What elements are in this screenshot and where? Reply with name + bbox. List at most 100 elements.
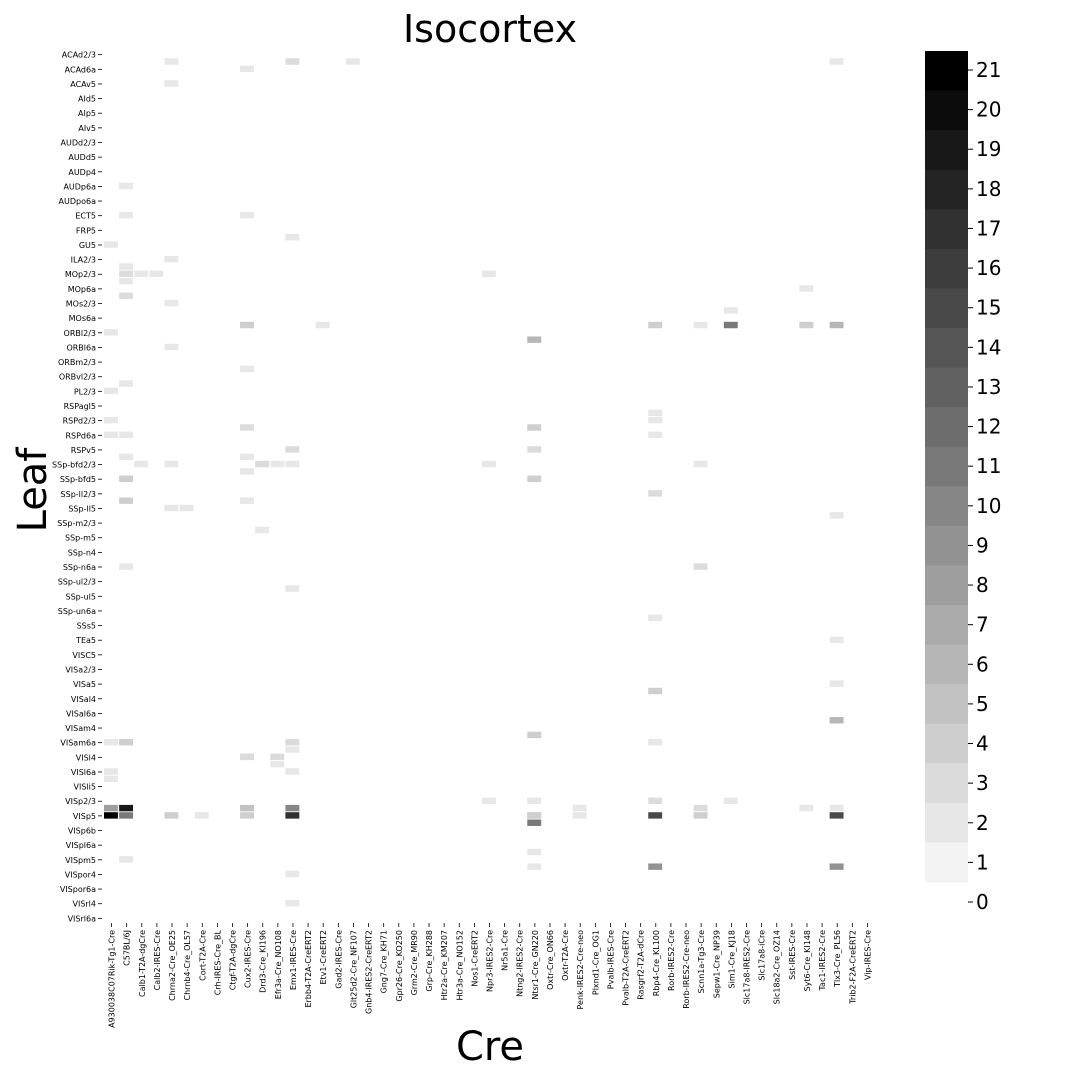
colorbar-segment xyxy=(925,51,968,91)
heatmap-cell xyxy=(481,460,496,468)
y-tick-label: VISrl4 xyxy=(72,900,96,909)
heatmap-cell xyxy=(240,453,254,460)
y-tick-label: VISp5 xyxy=(73,812,96,821)
colorbar-tick-label: 4 xyxy=(976,732,989,756)
colorbar-segment xyxy=(925,209,968,250)
heatmap-cell xyxy=(285,446,300,453)
heatmap-cell xyxy=(648,614,663,622)
heatmap-cell xyxy=(240,321,254,329)
x-tick-label: Chrnb4-Cre_OL57 xyxy=(183,930,192,1000)
x-tick-label: Erbb4-T2A-CreERT2 xyxy=(304,930,313,1008)
colorbar-tick-label: 17 xyxy=(976,216,1001,240)
y-tick-label: AUDd5 xyxy=(68,153,96,162)
heatmap-cell xyxy=(240,753,254,761)
heatmap-cell xyxy=(119,453,134,460)
heatmap-cell xyxy=(285,746,300,753)
heatmap-cell xyxy=(829,812,844,819)
heatmap-cell xyxy=(104,387,118,395)
y-tick-label: SSp-n6a xyxy=(63,563,96,572)
y-tick-label: AUDpo6a xyxy=(59,197,97,206)
heatmap-cell xyxy=(285,739,300,746)
colorbar-segment xyxy=(925,169,968,210)
colorbar-tick-label: 15 xyxy=(976,296,1001,320)
heatmap-cell xyxy=(255,526,270,534)
y-tick-label: AUDp4 xyxy=(68,168,96,177)
heatmap-cell xyxy=(527,475,542,482)
heatmap-cell xyxy=(527,797,542,804)
heatmap-cell xyxy=(527,731,542,739)
heatmap-cell xyxy=(119,475,134,482)
y-tick-label: ILA2/3 xyxy=(71,256,96,265)
y-tick-label: SSs5 xyxy=(77,622,96,631)
heatmap-cell xyxy=(104,804,118,812)
heatmap-cell xyxy=(119,739,134,746)
y-tick-label: ORBvl2/3 xyxy=(59,373,96,382)
x-tick-label: Slc18a2-Cre_OZ14 xyxy=(773,930,782,1004)
y-tick-label: ECT5 xyxy=(75,212,96,221)
heatmap-cell xyxy=(693,321,708,329)
chart-title: Isocortex xyxy=(403,7,577,51)
x-tick-label: Htr2a-Cre_KM207 xyxy=(440,930,449,1000)
heatmap-cell xyxy=(104,812,118,819)
y-axis-label: Leaf xyxy=(10,447,56,533)
colorbar-segment xyxy=(925,763,968,804)
x-tick-label: Rorb-IRES2-Cre xyxy=(667,930,676,991)
heatmap-cell xyxy=(799,285,814,292)
y-tick-label: ACAd2/3 xyxy=(62,51,96,60)
y-tick-label: SSp-un6a xyxy=(58,607,96,616)
y-tick-label: AIp5 xyxy=(78,109,96,118)
y-axis-ticks: ACAd2/3 ACAd6a ACAv5 AId5 AIp5 AIv5 AUDd2/3 AUD… xyxy=(52,51,102,923)
colorbar-segment xyxy=(925,90,968,131)
heatmap-cell xyxy=(693,563,708,570)
y-tick-label: SSp-bfd5 xyxy=(60,475,96,484)
y-tick-label: ACAd6a xyxy=(65,65,96,74)
heatmap-cell xyxy=(270,760,285,768)
x-tick-label: Pvalb-IRES-Cre xyxy=(606,930,615,989)
x-tick-label: C57BL/6J xyxy=(123,930,132,966)
y-tick-label: VISa5 xyxy=(73,680,96,689)
heatmap-cell xyxy=(285,585,300,592)
y-tick-label: RSPd2/3 xyxy=(63,417,96,426)
colorbar-segment xyxy=(925,446,968,487)
heatmap-cell xyxy=(119,263,134,270)
heatmap-cell xyxy=(345,58,360,65)
x-tick-label: Nr5a1-Cre xyxy=(501,930,510,971)
x-tick-label: Chrna2-Cre_OE25 xyxy=(168,930,177,1001)
heatmap-cell xyxy=(648,321,663,329)
colorbar-segment xyxy=(925,802,968,843)
y-tick-label: SSp-m5 xyxy=(65,534,96,543)
heatmap-cell xyxy=(119,856,134,863)
heatmap-cell xyxy=(240,468,254,475)
heatmap-cell xyxy=(164,58,179,65)
x-tick-label: Rasgrf2-T2A-dCre xyxy=(637,930,646,1000)
y-tick-label: PL2/3 xyxy=(74,387,96,396)
colorbar-tick-label: 1 xyxy=(976,850,989,874)
x-tick-label: Calb1-T2A-dgCre xyxy=(138,930,147,997)
x-tick-label: Plxnd1-Cre_OG1 xyxy=(591,930,600,995)
heatmap-cell xyxy=(240,812,254,819)
x-tick-label: Sim1-Cre_KJ18 xyxy=(727,930,736,988)
x-tick-label: Emx1-IRES-Cre xyxy=(289,930,298,990)
x-tick-label: Gng7-Cre_KH71 xyxy=(380,930,389,993)
y-tick-label: ORBl2/3 xyxy=(64,329,96,338)
heatmap-cell xyxy=(648,739,663,746)
x-tick-label: Gad2-IRES-Cre xyxy=(334,930,343,989)
heatmap-cell xyxy=(255,460,270,468)
x-tick-label: Oxtr-T2A-Cre xyxy=(561,930,570,981)
heatmap-cell xyxy=(240,365,254,373)
y-tick-label: MOs2/3 xyxy=(66,300,96,309)
x-tick-label: Slc17a8-IRES2-Cre xyxy=(743,930,752,1004)
x-tick-label: Htr3a-Cre_NO152 xyxy=(455,930,464,1001)
heatmap-cell xyxy=(194,812,209,819)
heatmap-cell xyxy=(527,424,542,431)
x-tick-label: Sst-IRES-Cre xyxy=(788,930,797,980)
heatmap-cell xyxy=(648,797,663,804)
heatmap-cell xyxy=(829,863,844,870)
x-tick-label: Drd3-Cre_KI196 xyxy=(259,930,268,993)
x-tick-label: Ctgf-T2A-dgCre xyxy=(229,930,238,990)
colorbar-segment xyxy=(925,367,968,408)
y-tick-label: AUDp6a xyxy=(63,182,96,191)
colorbar-tick-label: 20 xyxy=(976,98,1001,122)
x-tick-label: Slc17a8-iCre xyxy=(758,930,767,981)
